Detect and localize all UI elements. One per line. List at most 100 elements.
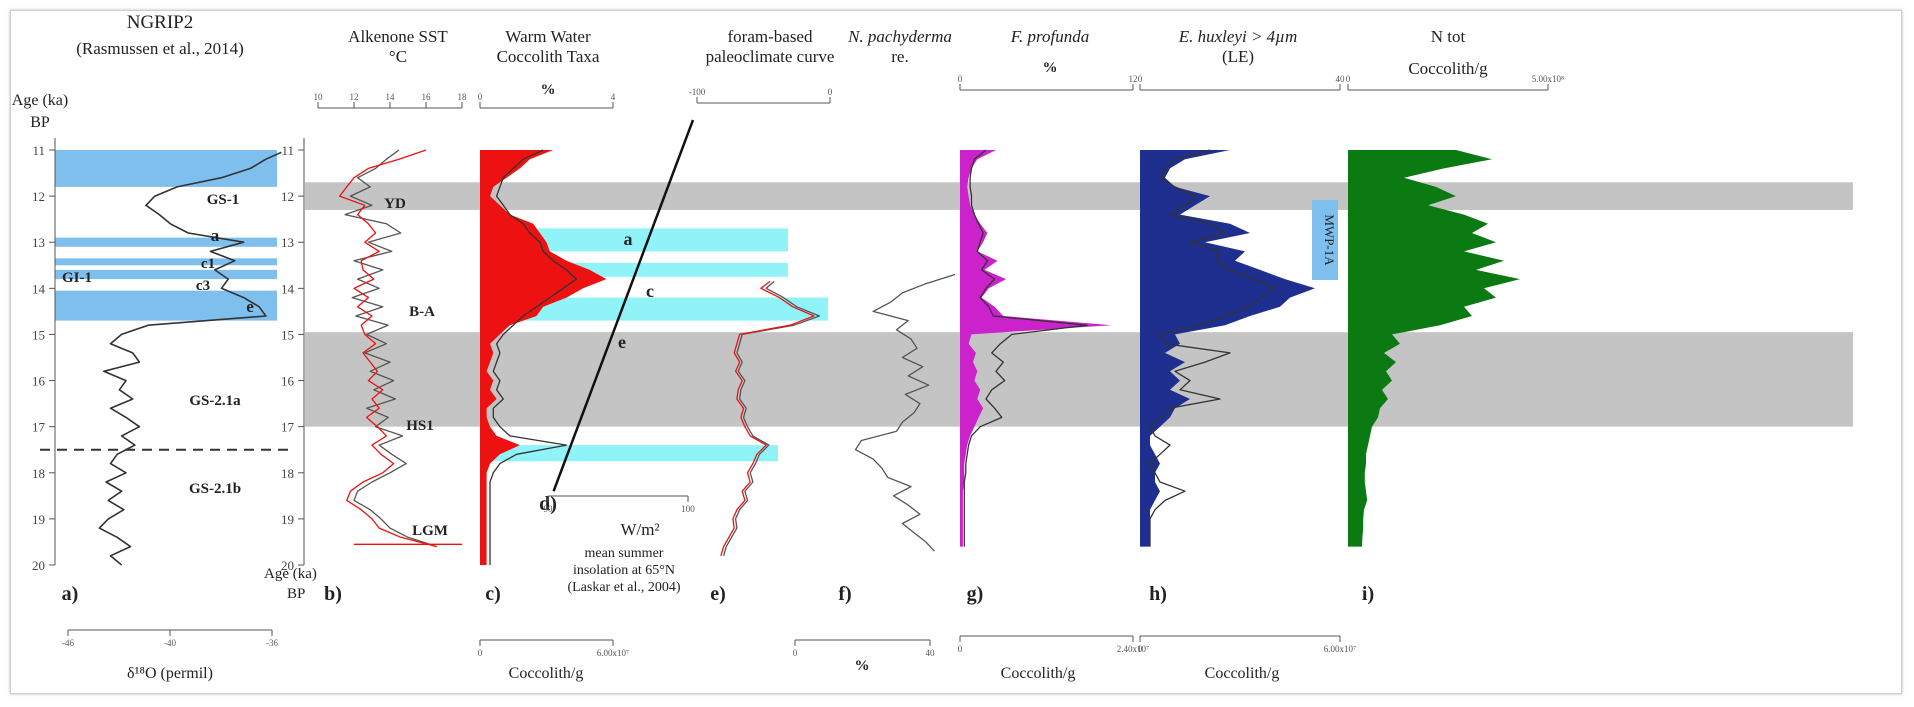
panel-g-letter: g) <box>967 583 984 605</box>
panel-h-letter: h) <box>1149 583 1167 605</box>
panel-i-title: N tot <box>1431 27 1466 46</box>
panel-a-age-axis-tick-label: 14 <box>32 281 46 296</box>
panel-a-age-axis-tick-label: 20 <box>32 558 45 573</box>
panel-a-age-axis-tick-label: 19 <box>32 512 45 527</box>
panel-a-age-axis-tick-label: 18 <box>32 466 45 481</box>
panel-e-subtitle: paleoclimate curve <box>706 47 835 66</box>
hs1-grey-band <box>305 332 1853 427</box>
interstadial-band <box>55 150 277 187</box>
panel-a-age-axis-tick-label: 15 <box>32 327 45 342</box>
event-a: a <box>211 226 220 245</box>
panel-d-unit: W/m² <box>620 520 659 539</box>
ntot-area <box>1348 150 1520 547</box>
panel-a-x-axis-tick-label: -46 <box>62 638 74 648</box>
panel-a-title: NGRIP2 <box>127 12 194 33</box>
panel-c-bottom-label: Coccolith/g <box>509 665 584 682</box>
event-gs2-1b: GS-2.1b <box>189 481 241 497</box>
panel-h-bottom-axis-tick-label: 0 <box>1138 644 1143 654</box>
panel-d-caption-3: (Laskar et al., 2004) <box>567 580 680 595</box>
panel-c-title: Warm Water <box>505 27 591 46</box>
panel-g-unit: % <box>1043 60 1058 76</box>
panel-c-bottom-axis-tick-label: 0 <box>478 648 483 658</box>
panel-h-x-axis-tick-label: 0 <box>1138 74 1143 84</box>
panel-b-age-axis-tick-label: 16 <box>281 374 295 389</box>
panel-b-age-axis-tick-label: 18 <box>281 466 294 481</box>
panel-c-x-axis-tick-label: 0 <box>478 92 483 102</box>
panel-f-letter: f) <box>838 583 851 605</box>
panel-d-letter: d) <box>539 493 557 515</box>
panel-b-age-axis-tick-label: 19 <box>281 512 294 527</box>
interstadial-band <box>55 258 277 266</box>
insolation-curve <box>552 119 695 492</box>
foram-red-line <box>720 280 815 556</box>
panel-a-x-label: δ¹⁸O (permil) <box>127 665 213 682</box>
sst-grey-line <box>344 149 437 548</box>
panel-a-subtitle: (Rasmussen et al., 2014) <box>76 39 244 58</box>
panel-b-letter: b) <box>324 583 342 605</box>
band-label-a: a <box>624 229 633 249</box>
mwp-label: MWP-1A <box>1322 214 1337 266</box>
panel-i-letter: i) <box>1362 583 1374 605</box>
warm-water-coccolith-line <box>489 149 578 565</box>
label-yd: YD <box>384 196 406 212</box>
panel-a-age-axis-tick-label: 13 <box>32 235 45 250</box>
panel-f-bottom-unit: % <box>855 658 870 674</box>
ngrip-d18o-line <box>98 151 282 566</box>
panel-h-bottom-label: Coccolith/g <box>1205 665 1280 682</box>
panel-b-age-axis-tick-label: 13 <box>281 235 294 250</box>
panel-b-title: Alkenone SST <box>348 27 448 46</box>
event-c1: c1 <box>201 256 215 272</box>
band-label-c: c <box>646 281 654 301</box>
panel-b-age-label: Age (ka) <box>264 566 317 582</box>
panel-h-subtitle: (LE) <box>1222 47 1254 66</box>
mwp-box <box>1312 200 1338 280</box>
panel-c-x-axis-tick-label: 4 <box>611 92 616 102</box>
interstadial-band <box>55 290 277 321</box>
label-hs1: HS1 <box>406 418 434 434</box>
foram-grey-line <box>722 280 821 556</box>
panel-f-title: N. pachyderma <box>847 27 952 46</box>
panel-d-x-axis-tick-label: 90 <box>544 504 554 514</box>
panel-a-age-axis-tick-label: 16 <box>32 374 46 389</box>
interstadial-band <box>55 269 277 280</box>
panel-b-unit: °C <box>389 47 407 66</box>
panel-b-x-axis-tick-label: 10 <box>314 92 324 102</box>
panel-b-x-axis-tick-label: 16 <box>422 92 432 102</box>
sst-red-line <box>338 149 437 548</box>
warm-water-area <box>480 150 607 565</box>
panel-g-bottom-label: Coccolith/g <box>1001 665 1076 682</box>
band-label-e: e <box>618 332 626 352</box>
panel-e-x-axis-tick-label: 0 <box>828 87 833 97</box>
profunda-coccolith-line <box>963 149 1088 547</box>
panel-a-x-axis-tick-label: -36 <box>266 638 278 648</box>
yd-grey-band <box>305 182 1853 210</box>
panel-b-age-axis-tick-label: 11 <box>281 143 294 158</box>
panel-d-caption-1: mean summer <box>585 546 664 561</box>
panel-e-letter: e) <box>710 583 726 605</box>
cyan-band <box>480 445 778 462</box>
panel-f-bottom-axis-tick-label: 0 <box>793 648 798 658</box>
panel-a-age-axis-tick-label: 11 <box>32 143 45 158</box>
panel-b-age-unit: BP <box>287 586 305 602</box>
panel-d-x-axis-tick-label: 100 <box>681 504 695 514</box>
panel-e-x-axis-tick-label: -100 <box>689 87 706 97</box>
event-gs2-1a: GS-2.1a <box>189 393 241 409</box>
panel-e-title: foram-based <box>728 27 813 46</box>
panel-f-bottom-axis-tick-label: 40 <box>926 648 936 658</box>
label-ba: B-A <box>409 304 435 320</box>
panel-c-unit: % <box>541 82 556 98</box>
panel-h-title: E. huxleyi > 4µm <box>1178 27 1298 46</box>
panel-a-letter: a) <box>62 583 79 605</box>
panel-i-subtitle: Coccolith/g <box>1408 59 1488 78</box>
panel-a-age-axis-tick-label: 12 <box>32 189 45 204</box>
pachyderma-line <box>854 273 956 552</box>
panel-h-bottom-axis-tick-label: 6.00x10⁷ <box>1324 644 1356 654</box>
huxleyi-area <box>1140 150 1315 547</box>
panel-g-bottom-axis-tick-label: 0 <box>958 644 963 654</box>
interstadial-band <box>55 237 277 247</box>
age-axis-unit: BP <box>30 114 50 131</box>
panel-b-x-axis-tick-label: 12 <box>350 92 359 102</box>
event-gs1: GS-1 <box>207 192 240 208</box>
panel-g-bottom-axis-tick-label: 2.40x10⁷ <box>1117 644 1149 654</box>
